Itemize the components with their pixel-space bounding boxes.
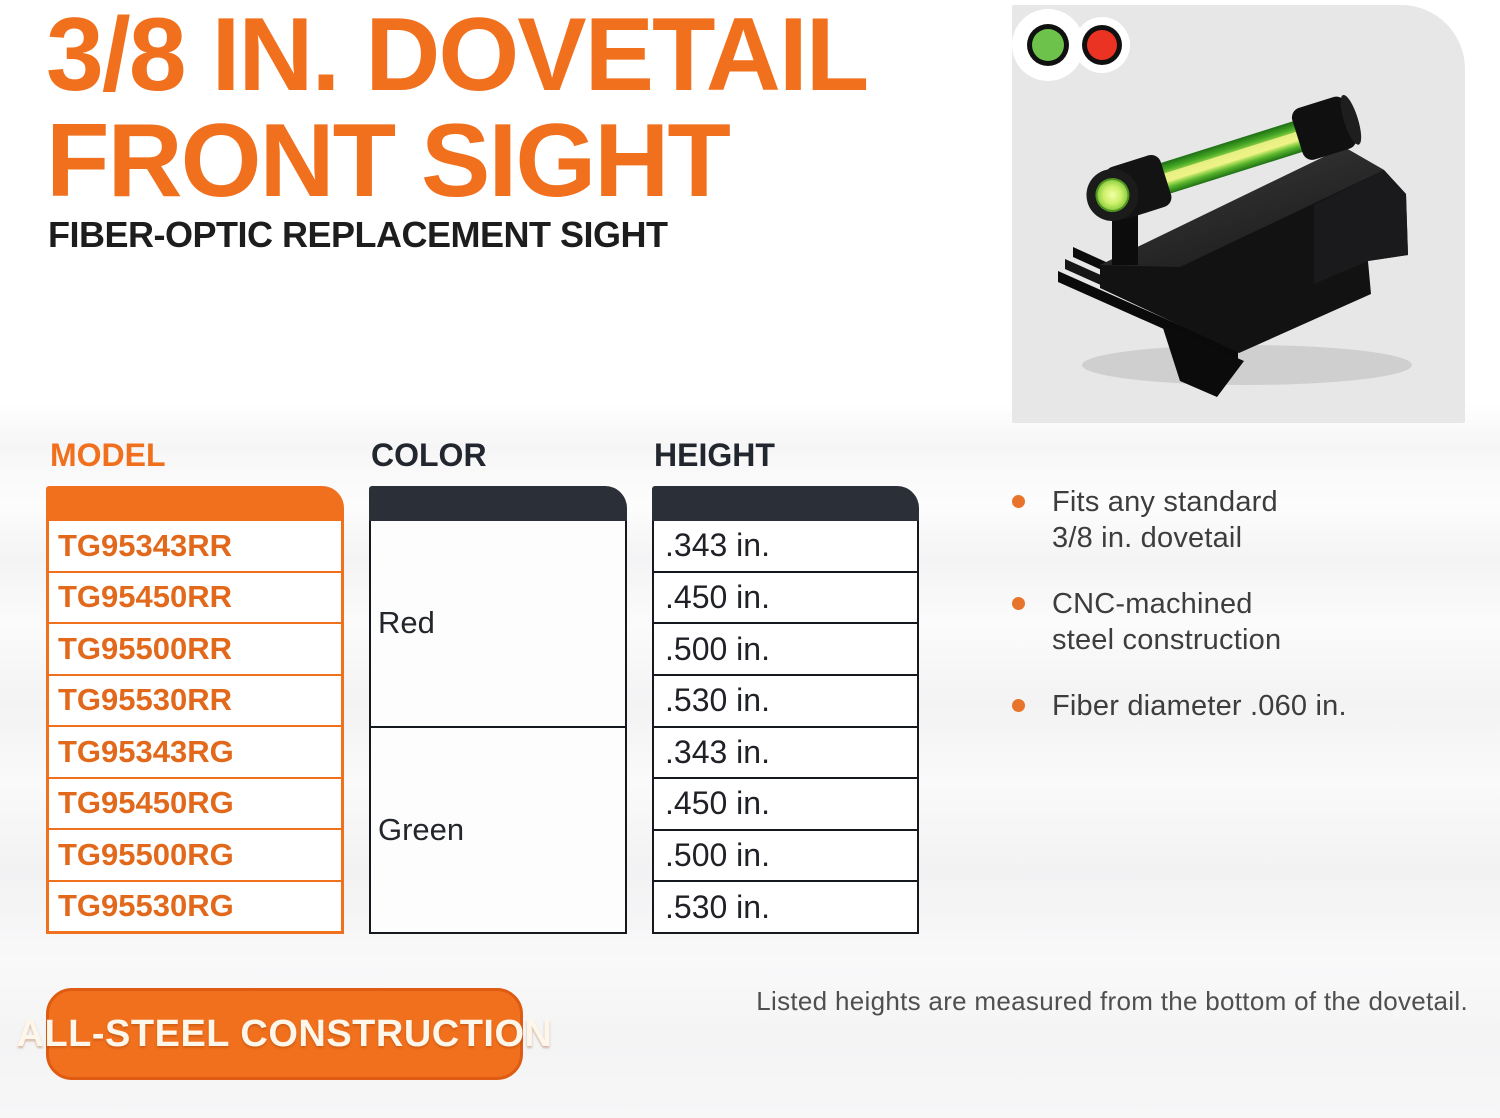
height-cell: .343 in. [654,521,917,573]
height-cell: .450 in. [654,573,917,625]
model-header-bar [46,486,344,521]
model-cell: TG95500RG [49,830,341,882]
model-cell: TG95343RR [49,521,341,573]
model-cell: TG95343RG [49,727,341,779]
green-dot-ring [1027,24,1069,66]
red-dot-icon [1074,17,1130,73]
feature-list: Fits any standard 3/8 in. dovetail CNC-mac… [1010,484,1490,754]
red-dot-ring [1082,25,1122,65]
feature-text: CNC-machined steel construction [1052,588,1282,656]
bullet-icon [1012,597,1025,610]
feature-text: Fits any standard 3/8 in. dovetail [1052,486,1278,554]
height-header-bar [652,486,919,521]
feature-item: Fiber diameter .060 in. [1010,688,1490,724]
model-cell: TG95450RR [49,573,341,624]
height-cell: .343 in. [654,728,917,780]
color-column: Red Green [369,521,627,934]
model-cell: TG95530RG [58,888,234,924]
all-steel-badge: ALL-STEEL CONSTRUCTION [17,988,552,1080]
height-column: .343 in. .450 in. .500 in. .530 in. .343 in.… [652,521,919,934]
page-title-line2: FRONT SIGHT [46,103,731,219]
color-header-bar [369,486,627,521]
page-title-line1: 3/8 IN. DOVETAIL [46,0,869,113]
green-dot-icon [1012,9,1084,81]
model-column: TG95343RR TG95450RR TG95500RR TG95530RR TG95… [46,521,344,934]
color-cell-red: Red [371,521,625,728]
page-subtitle: FIBER-OPTIC REPLACEMENT SIGHT [48,214,668,255]
red-dot-core [1087,30,1117,60]
model-cell: TG95530RR [49,676,341,727]
color-cell-green: Green [378,811,465,847]
column-header-color: COLOR [371,437,487,473]
bullet-icon [1012,699,1025,712]
height-cell: .500 in. [654,831,917,883]
front-sight-product-image [1058,94,1412,397]
bullet-icon [1012,495,1025,508]
footnote: Listed heights are measured from the bot… [756,986,1468,1016]
feature-text: Fiber diameter .060 in. [1052,690,1347,722]
feature-item: CNC-machined steel construction [1010,586,1490,658]
model-cell: TG95500RR [49,624,341,676]
model-cell: TG95450RG [49,779,341,830]
feature-item: Fits any standard 3/8 in. dovetail [1010,484,1490,556]
column-header-model: MODEL [50,437,166,473]
green-dot-core [1032,29,1064,61]
height-cell: .450 in. [654,779,917,831]
height-cell: .500 in. [654,624,917,676]
height-cell: .530 in. [665,888,770,925]
column-header-height: HEIGHT [654,437,775,473]
product-image-panel [1012,5,1465,423]
page-title: 3/8 IN. DOVETAIL FRONT SIGHT [46,2,1026,214]
height-cell: .530 in. [654,676,917,728]
